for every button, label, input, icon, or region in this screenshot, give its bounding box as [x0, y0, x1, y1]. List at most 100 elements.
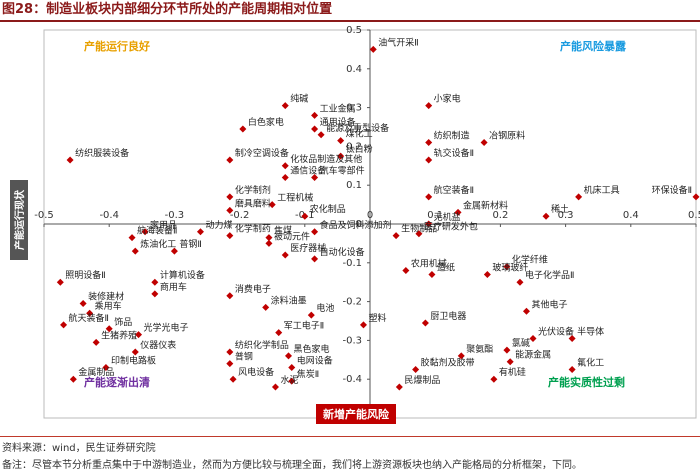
point-label: 冶钢原料 — [489, 130, 525, 142]
data-point — [275, 329, 283, 337]
data-point — [522, 307, 530, 315]
x-tick-label: 0 — [367, 210, 373, 221]
data-point — [226, 232, 234, 240]
quadrant-bottom-right: 产能实质性过剩 — [548, 375, 625, 389]
point-label: 轨交设备Ⅱ — [434, 147, 474, 159]
point-label: 水泥 — [280, 374, 298, 386]
point-label: 金属制品 — [78, 366, 114, 378]
point-label: 商用车 — [160, 281, 187, 293]
data-point — [226, 206, 234, 214]
x-tick-label: 0.4 — [623, 210, 639, 221]
quadrant-bottom-left: 产能逐渐出清 — [84, 375, 150, 389]
point-label: 自动化设备 — [320, 246, 365, 258]
x-tick-labels: -0.5-0.4-0.3-0.2-0.100.10.20.30.40.5 — [34, 210, 700, 221]
data-point — [311, 255, 319, 263]
point-label: 仪器仪表 — [140, 339, 176, 351]
data-point — [503, 263, 511, 271]
data-point — [412, 366, 420, 373]
point-label: 黑色家电 — [294, 343, 330, 355]
data-point — [392, 232, 400, 240]
point-label: 普钢 — [235, 351, 253, 363]
point-label: 钛白粉 — [346, 143, 373, 155]
chart-axes — [43, 29, 697, 419]
point-label: 装修建材 — [88, 291, 124, 303]
footer-divider — [0, 436, 700, 437]
point-label: 光学光电子 — [144, 322, 189, 334]
point-label: 氯碱 — [512, 337, 530, 349]
data-point — [128, 234, 136, 242]
figure-title: 图28：制造业板块内部细分环节所处的产能周期相对位置 — [0, 0, 700, 22]
point-label: 普钢Ⅱ — [179, 238, 201, 250]
point-label: 塑料 — [368, 312, 386, 324]
y-tick-label: -0.1 — [342, 258, 362, 269]
data-point — [425, 193, 433, 201]
point-label: 焦煤 — [274, 225, 292, 237]
point-label: 机床工具 — [584, 184, 620, 196]
point-label: 农化制品 — [310, 203, 346, 215]
point-label: 半导体 — [577, 325, 604, 337]
point-label: 电网设备 — [297, 355, 333, 367]
point-label: 磨具磨料 — [235, 197, 271, 209]
data-point — [692, 193, 700, 201]
point-label: 无机盐 — [434, 211, 461, 223]
y-tick-label: 0.4 — [346, 64, 362, 75]
data-point — [56, 278, 64, 286]
data-point — [288, 377, 296, 385]
data-point — [415, 230, 423, 238]
point-label: 纺织化学制品 — [235, 339, 289, 351]
point-label: 汽车零部件 — [320, 164, 365, 176]
point-label: 化妆品制造及其他 — [290, 153, 362, 165]
point-label: 照明设备Ⅱ — [65, 269, 105, 281]
data-point — [281, 102, 289, 110]
point-label: 制冷空调设备 — [235, 147, 289, 159]
point-label: 能源及重型设备 — [326, 122, 389, 134]
source-text: 资料来源：wind，民生证券研究院 — [2, 443, 156, 454]
data-point — [268, 201, 276, 209]
point-label: 医疗研发外包 — [424, 221, 478, 233]
data-point — [337, 137, 345, 145]
point-label: 涂料油墨 — [271, 294, 307, 306]
point-label: 工程机械 — [277, 192, 313, 204]
data-point — [271, 383, 279, 391]
data-point — [66, 156, 74, 164]
point-label: 化学制药 — [235, 223, 271, 235]
x-axis-label-bg — [316, 404, 396, 424]
data-point — [311, 228, 319, 236]
data-point — [281, 162, 289, 170]
data-point — [337, 152, 345, 160]
point-label: 纺织服装设备 — [75, 147, 129, 159]
point-label: 通用设备 — [320, 116, 356, 128]
point-label: 航空装备Ⅱ — [434, 184, 474, 196]
data-point — [425, 139, 433, 147]
point-label: 其他电子 — [531, 298, 567, 310]
data-point — [79, 300, 87, 308]
data-point — [239, 125, 247, 133]
data-point — [359, 321, 367, 329]
point-label: 化学制剂 — [235, 184, 271, 196]
point-label: 油气开采Ⅱ — [378, 36, 418, 48]
data-point — [285, 352, 292, 360]
data-point — [281, 251, 289, 259]
data-point — [131, 247, 139, 255]
x-tick-label: 0.2 — [492, 210, 508, 221]
data-point — [86, 309, 94, 317]
data-point — [483, 270, 491, 278]
x-tick-label: -0.3 — [165, 210, 185, 221]
x-tick-label: 0.3 — [558, 210, 574, 221]
x-tick-label: 0.5 — [688, 210, 700, 221]
y-tick-label: -0.4 — [342, 374, 362, 385]
data-point — [226, 360, 234, 368]
data-point — [229, 375, 237, 383]
point-label: 煤化工 — [346, 128, 373, 140]
data-point — [141, 228, 149, 236]
point-label: 风电设备 — [238, 366, 274, 378]
data-point — [92, 338, 100, 346]
point-label: 生猪养殖 — [101, 329, 137, 341]
point-label: 食品及饲料添加剂 — [320, 219, 392, 231]
point-label: 印制电路板 — [111, 355, 156, 367]
data-point — [196, 228, 204, 236]
data-point — [301, 212, 309, 220]
point-label: 化学纤维 — [512, 254, 548, 266]
data-point — [262, 303, 270, 311]
data-point — [151, 290, 159, 298]
